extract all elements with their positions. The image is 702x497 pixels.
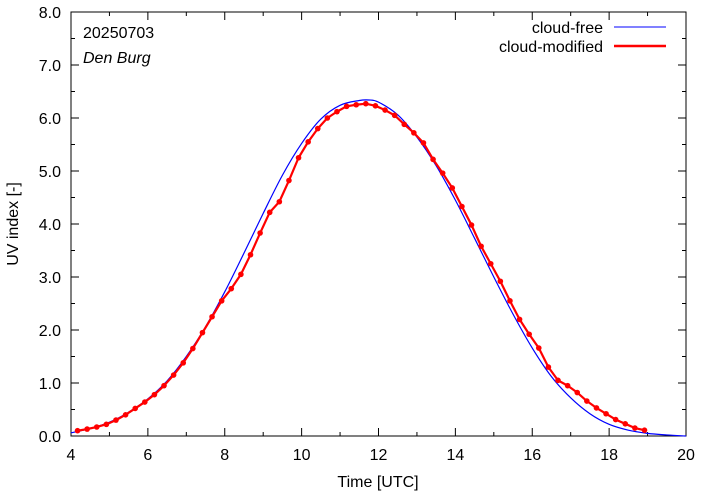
- x-tick-label: 16: [523, 447, 541, 464]
- data-point-cloud-modified: [295, 154, 302, 161]
- data-point-cloud-modified: [142, 399, 148, 405]
- series-points: [74, 100, 648, 434]
- x-tick-label: 6: [143, 447, 152, 464]
- y-tick-label: 0.0: [39, 429, 61, 446]
- y-tick-label: 2.0: [39, 323, 61, 340]
- data-point-cloud-modified: [286, 177, 292, 184]
- data-point-cloud-modified: [247, 251, 254, 258]
- data-point-cloud-modified: [382, 107, 388, 113]
- data-point-cloud-modified: [151, 391, 158, 398]
- y-tick-label: 8.0: [39, 5, 61, 22]
- legend-label-cloud-free: cloud-free: [532, 20, 603, 37]
- axis-ticks: [70, 11, 687, 437]
- data-point-cloud-modified: [641, 427, 648, 433]
- data-point-cloud-modified: [228, 285, 235, 292]
- data-point-cloud-modified: [305, 139, 311, 145]
- data-point-cloud-modified: [84, 426, 90, 432]
- data-point-cloud-modified: [459, 203, 465, 210]
- date-label: 20250703: [83, 25, 154, 42]
- data-point-cloud-modified: [593, 405, 600, 411]
- data-point-cloud-modified: [122, 412, 129, 418]
- data-point-cloud-modified: [420, 140, 427, 146]
- data-point-cloud-modified: [564, 382, 571, 389]
- data-point-cloud-modified: [170, 372, 177, 378]
- y-tick-label: 6.0: [39, 111, 61, 128]
- data-point-cloud-modified: [113, 417, 119, 423]
- x-tick-label: 8: [220, 447, 229, 464]
- x-tick-label: 10: [293, 447, 311, 464]
- y-tick-label: 1.0: [39, 376, 61, 393]
- data-point-cloud-modified: [314, 125, 321, 132]
- data-point-cloud-modified: [535, 345, 542, 351]
- data-point-cloud-modified: [74, 427, 81, 434]
- data-point-cloud-modified: [391, 112, 398, 119]
- data-point-cloud-modified: [334, 108, 340, 115]
- data-point-cloud-modified: [526, 331, 532, 338]
- data-point-cloud-modified: [411, 130, 417, 136]
- legend: cloud-free cloud-modified: [499, 20, 666, 56]
- data-point-cloud-modified: [238, 271, 244, 278]
- data-point-cloud-modified: [478, 243, 484, 250]
- x-tick-label: 12: [370, 447, 388, 464]
- x-tick-label: 14: [446, 447, 464, 464]
- data-point-cloud-modified: [487, 260, 494, 267]
- data-point-cloud-modified: [218, 298, 225, 304]
- y-tick-label: 4.0: [39, 217, 61, 234]
- x-axis-label: Time [UTC]: [337, 474, 418, 491]
- data-point-cloud-modified: [257, 230, 263, 236]
- data-point-cloud-modified: [209, 313, 215, 320]
- data-point-cloud-modified: [603, 410, 609, 417]
- data-point-cloud-modified: [555, 377, 561, 384]
- data-point-cloud-modified: [266, 209, 273, 216]
- data-point-cloud-modified: [545, 364, 552, 370]
- data-point-cloud-modified: [584, 398, 590, 404]
- y-axis-label: UV index [-]: [5, 182, 22, 266]
- data-point-cloud-modified: [574, 389, 581, 396]
- data-point-cloud-modified: [439, 170, 446, 176]
- data-point-cloud-modified: [622, 421, 629, 427]
- plot-frame: [70, 11, 687, 437]
- data-point-cloud-modified: [276, 198, 283, 205]
- location-label: Den Burg: [83, 50, 151, 67]
- x-tick-labels: 4 6 8 10 12 14 16 18 20: [67, 447, 695, 464]
- data-point-cloud-modified: [132, 405, 138, 412]
- data-point-cloud-modified: [516, 316, 523, 323]
- data-point-cloud-modified: [401, 121, 408, 128]
- data-point-cloud-modified: [507, 298, 513, 304]
- data-point-cloud-modified: [180, 360, 187, 366]
- y-tick-label: 5.0: [39, 164, 61, 181]
- data-point-cloud-modified: [430, 156, 436, 163]
- data-point-cloud-modified: [199, 329, 206, 336]
- data-point-cloud-modified: [190, 345, 196, 352]
- x-tick-label: 4: [67, 447, 76, 464]
- data-point-cloud-modified: [612, 416, 619, 423]
- x-tick-label: 18: [600, 447, 618, 464]
- data-point-cloud-modified: [449, 185, 456, 191]
- y-tick-label: 3.0: [39, 270, 61, 287]
- data-point-cloud-modified: [343, 103, 350, 110]
- data-point-cloud-modified: [632, 425, 638, 431]
- y-tick-label: 7.0: [39, 58, 61, 75]
- data-point-cloud-modified: [353, 101, 360, 108]
- data-point-cloud-modified: [93, 424, 100, 430]
- data-point-cloud-modified: [497, 278, 504, 285]
- data-point-cloud-modified: [372, 103, 379, 109]
- data-point-cloud-modified: [161, 382, 167, 389]
- data-point-cloud-modified: [324, 115, 331, 121]
- x-tick-label: 20: [677, 447, 695, 464]
- legend-label-cloud-modified: cloud-modified: [499, 39, 603, 56]
- y-tick-labels: 0.0 1.0 2.0 3.0 4.0 5.0 6.0 7.0 8.0: [39, 5, 61, 446]
- data-point-cloud-modified: [103, 421, 110, 428]
- data-point-cloud-modified: [468, 222, 475, 228]
- data-point-cloud-modified: [363, 100, 369, 107]
